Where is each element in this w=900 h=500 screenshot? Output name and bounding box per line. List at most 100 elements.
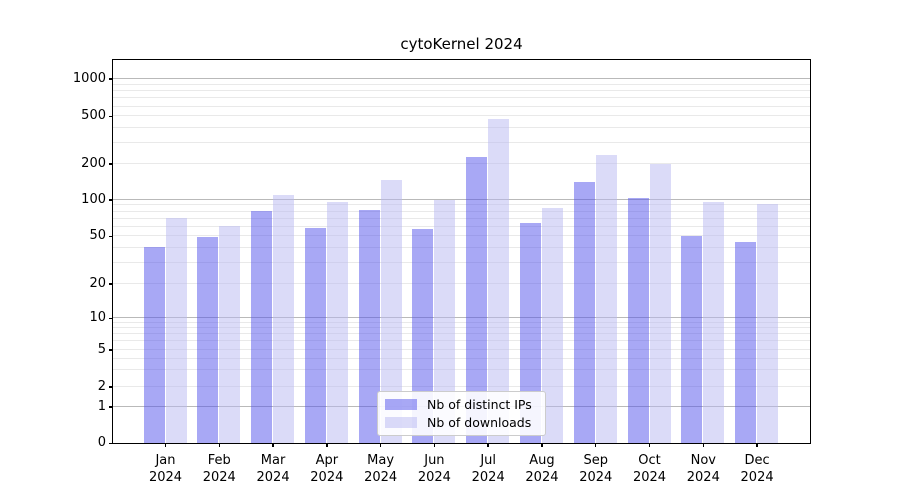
bar-distinct-ips — [143, 247, 165, 443]
x-tick-mark — [756, 443, 758, 447]
bar-downloads — [595, 155, 617, 443]
minor-gridline — [112, 105, 810, 107]
minor-gridline — [112, 217, 810, 219]
x-tick-mark — [648, 443, 651, 447]
bar-distinct-ips — [681, 235, 703, 443]
chart-title: cytoKernel 2024 — [400, 35, 523, 53]
minor-gridline — [112, 83, 810, 85]
x-tick-month: Jan — [155, 453, 176, 468]
x-tick-year: 2024 — [364, 470, 398, 485]
y-tick-label: 200 — [81, 155, 106, 171]
minor-gridline — [112, 204, 810, 206]
x-tick-year: 2024 — [525, 470, 559, 485]
bar-distinct-ips — [358, 210, 380, 443]
minor-gridline — [112, 90, 810, 92]
minor-gridline — [112, 235, 810, 237]
legend-row: Nb of downloads — [385, 414, 539, 431]
minor-gridline — [112, 369, 810, 371]
x-tick-year: 2024 — [148, 470, 183, 485]
y-tick-mark — [109, 406, 113, 408]
minor-gridline — [112, 115, 810, 117]
x-tick-label-mar: Mar 2024 — [241, 452, 305, 486]
x-tick-month: Dec — [744, 453, 770, 468]
legend-swatch-distinct-ips — [385, 399, 417, 411]
minor-gridline — [112, 340, 810, 342]
y-tick-label: 50 — [89, 228, 106, 244]
y-tick-label: 20 — [89, 275, 106, 291]
x-tick-year: 2024 — [579, 470, 613, 485]
x-tick-label-oct: Oct 2024 — [618, 452, 682, 486]
minor-gridline — [112, 348, 810, 350]
y-tick-label: 500 — [81, 108, 106, 124]
x-tick-mark — [433, 443, 436, 447]
x-tick-year: 2024 — [740, 470, 774, 485]
y-tick-mark — [109, 283, 113, 285]
x-tick-year: 2024 — [202, 470, 236, 485]
bar-downloads — [165, 218, 187, 443]
bar-downloads — [703, 201, 725, 443]
x-tick-month: Nov — [690, 453, 716, 468]
y-tick-label: 2 — [97, 378, 106, 394]
x-tick-label-aug: Aug 2024 — [510, 452, 574, 486]
legend-label: Nb of distinct IPs — [427, 397, 532, 413]
x-tick-month: Oct — [638, 453, 661, 468]
major-gridline — [112, 198, 810, 200]
x-tick-month: Jul — [480, 453, 497, 468]
x-tick-year: 2024 — [471, 470, 505, 485]
y-tick-mark — [109, 78, 113, 80]
x-tick-label-jan: Jan 2024 — [134, 452, 198, 486]
x-tick-month: Aug — [529, 453, 555, 468]
x-tick-label-apr: Apr 2024 — [295, 452, 359, 486]
bar-distinct-ips — [251, 211, 273, 443]
x-tick-mark — [164, 443, 167, 447]
minor-gridline — [112, 322, 810, 324]
y-tick-mark — [109, 442, 113, 444]
legend-label: Nb of downloads — [427, 414, 532, 430]
x-tick-year: 2024 — [256, 470, 290, 485]
bar-downloads — [219, 226, 241, 443]
x-tick-mark — [272, 443, 274, 447]
x-tick-mark — [702, 443, 705, 447]
bar-downloads — [757, 204, 779, 443]
x-tick-month: Mar — [260, 453, 286, 468]
bar-distinct-ips — [412, 228, 434, 443]
minor-gridline — [112, 162, 810, 164]
x-tick-label-feb: Feb 2024 — [187, 452, 251, 486]
bar-distinct-ips — [304, 227, 326, 443]
bar-downloads — [434, 199, 456, 443]
minor-gridline — [112, 246, 810, 248]
x-tick-year: 2024 — [686, 470, 720, 485]
bar-downloads — [488, 119, 510, 443]
bar-downloads — [326, 202, 348, 443]
minor-gridline — [112, 333, 810, 335]
legend-swatch-downloads — [385, 416, 417, 428]
bar-downloads — [273, 194, 295, 443]
x-tick-month: May — [367, 453, 395, 468]
minor-gridline — [112, 385, 810, 387]
x-tick-label-sep: Sep 2024 — [564, 452, 628, 486]
x-tick-month: Sep — [583, 453, 608, 468]
y-tick-label: 1 — [97, 398, 106, 414]
y-tick-label: 0 — [97, 435, 106, 450]
x-tick-mark — [218, 443, 221, 447]
bar-downloads — [541, 207, 563, 443]
major-gridline — [112, 317, 810, 319]
bar-distinct-ips — [573, 182, 595, 443]
x-tick-label-dec: Dec 2024 — [725, 452, 789, 486]
y-tick-mark — [109, 163, 113, 165]
y-tick-mark — [109, 317, 113, 320]
x-tick-month: Apr — [315, 453, 339, 468]
bar-distinct-ips — [627, 198, 649, 443]
y-tick-mark — [109, 235, 113, 238]
x-tick-label-may: May 2024 — [349, 452, 413, 486]
x-tick-label-nov: Nov 2024 — [671, 452, 735, 486]
y-tick-label: 10 — [89, 310, 106, 326]
legend-row: Nb of distinct IPs — [385, 396, 539, 413]
x-tick-label-jun: Jun 2024 — [402, 452, 466, 486]
minor-gridline — [112, 225, 810, 227]
y-tick-mark — [109, 115, 113, 118]
x-tick-mark — [379, 443, 382, 447]
bar-distinct-ips — [519, 222, 541, 443]
minor-gridline — [112, 141, 810, 143]
minor-gridline — [112, 97, 810, 99]
